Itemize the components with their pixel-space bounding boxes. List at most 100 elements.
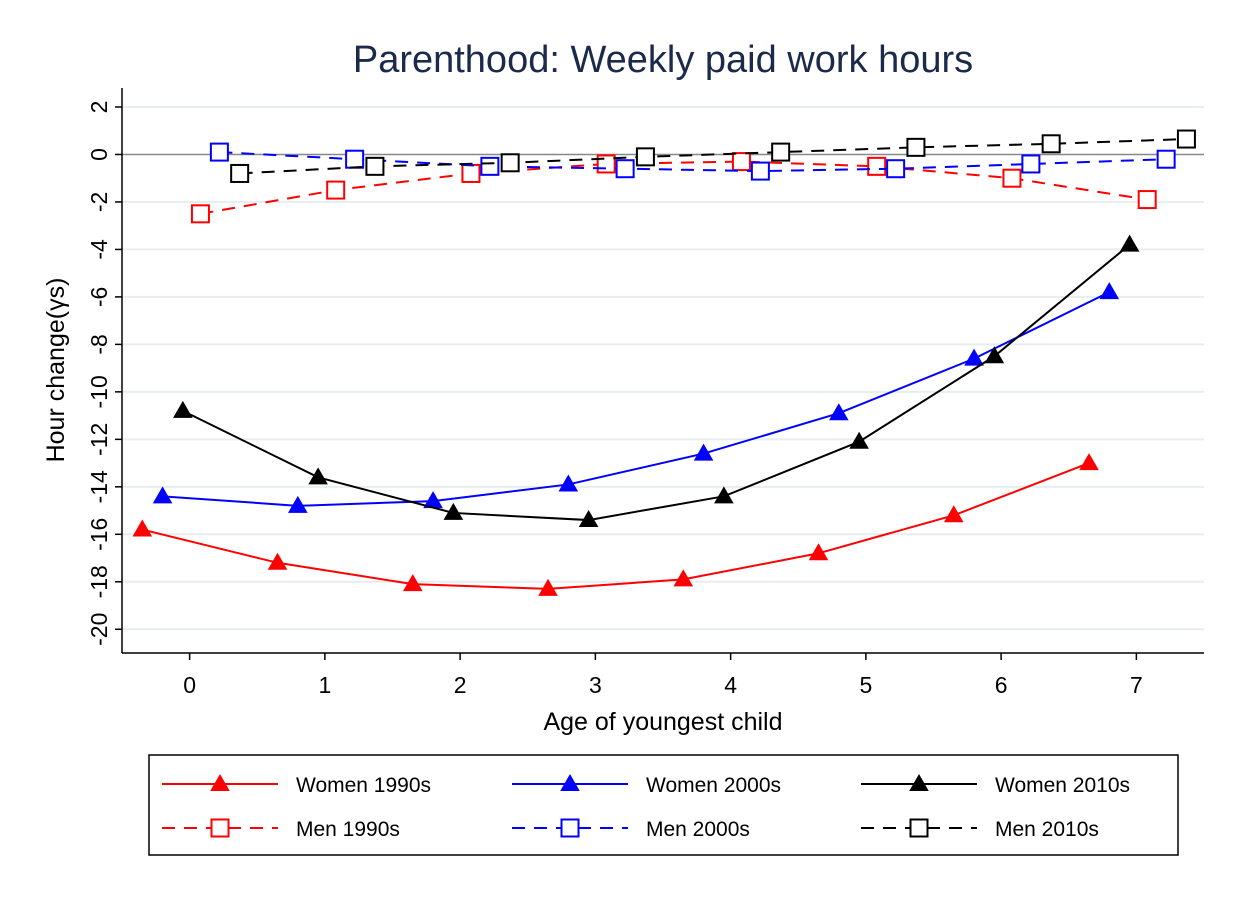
- data-point: [964, 348, 984, 366]
- series-men-1990s: [190, 152, 1157, 224]
- data-point: [480, 156, 500, 176]
- data-point: [1041, 134, 1061, 154]
- data-point: [190, 204, 210, 224]
- legend-marker: [909, 818, 929, 838]
- series-line: [142, 462, 1090, 590]
- legend-marker: [210, 774, 230, 791]
- y-tick-label: -8: [86, 334, 112, 354]
- x-tick-label: 2: [454, 672, 467, 698]
- data-point: [209, 142, 229, 162]
- y-tick-label: -14: [86, 470, 112, 503]
- y-tick-label: -6: [86, 287, 112, 307]
- y-tick-label: -2: [86, 192, 112, 212]
- data-point: [345, 149, 365, 169]
- legend-marker: [560, 818, 580, 838]
- y-axis-label: Hour change(γs): [42, 278, 70, 463]
- y-tick-label: -20: [86, 613, 112, 646]
- data-point: [267, 552, 288, 570]
- data-point: [906, 137, 926, 157]
- gridlines: [122, 105, 1204, 631]
- data-point: [1021, 154, 1041, 174]
- data-point: [1002, 168, 1022, 188]
- data-point: [808, 543, 829, 561]
- legend: Women 1990s Women 2000s Women 2010s Men 199…: [148, 754, 1179, 856]
- y-tick-label: -4: [86, 239, 112, 260]
- data-point: [693, 443, 714, 461]
- series-layer: [132, 129, 1196, 596]
- legend-item: Men 1990s: [162, 818, 400, 841]
- legend-box: [148, 754, 1179, 856]
- data-point: [152, 486, 173, 504]
- data-point: [558, 474, 579, 492]
- data-point: [771, 142, 791, 162]
- series-men-2010s: [230, 129, 1196, 183]
- data-point: [635, 147, 655, 167]
- data-point: [578, 510, 599, 528]
- series-line: [162, 291, 1110, 507]
- y-tick-label: -18: [86, 565, 112, 598]
- x-tick-label: 3: [589, 672, 602, 698]
- axes: 2 0 -2 -4 -6 -8 -10 -12 -14 -16 -18 -20 0 1 2 3 4 5 6 7: [86, 88, 1204, 698]
- legend-label: Men 2000s: [646, 818, 750, 841]
- data-point: [423, 491, 443, 509]
- data-point: [538, 578, 558, 596]
- x-tick-label: 1: [318, 672, 331, 698]
- legend-item: Women 2000s: [512, 774, 781, 797]
- y-tick-label: 2: [86, 101, 112, 114]
- legend-item: Men 2000s: [512, 818, 750, 841]
- x-tick-label: 6: [995, 672, 1008, 698]
- data-point: [1119, 234, 1140, 252]
- legend-label: Men 2010s: [995, 818, 1099, 841]
- series-line: [239, 138, 1187, 175]
- series-women-1990s: [132, 453, 1099, 596]
- series-line: [200, 160, 1148, 215]
- data-point: [1079, 453, 1099, 471]
- x-tick-label: 0: [183, 672, 196, 698]
- data-point: [461, 163, 481, 183]
- data-point: [173, 400, 193, 418]
- legend-marker: [560, 774, 580, 791]
- legend-marker: [210, 818, 230, 838]
- series-line: [182, 243, 1131, 522]
- data-point: [731, 152, 751, 172]
- y-tick-label: 0: [86, 148, 112, 161]
- data-point: [943, 505, 964, 523]
- data-point: [714, 486, 734, 504]
- data-point: [132, 519, 153, 537]
- data-point: [615, 159, 635, 179]
- legend-item: Women 2010s: [861, 774, 1130, 797]
- data-point: [365, 156, 385, 176]
- data-point: [1176, 129, 1196, 149]
- chart-title: Parenthood: Weekly paid work hours: [353, 39, 973, 81]
- data-point: [1099, 282, 1120, 300]
- x-tick-label: 7: [1130, 672, 1143, 698]
- y-tick-label: -16: [86, 518, 112, 551]
- data-point: [443, 502, 464, 520]
- legend-label: Women 2010s: [995, 774, 1130, 797]
- legend-label: Men 1990s: [296, 818, 400, 841]
- legend-item: Women 1990s: [162, 774, 431, 797]
- data-point: [829, 403, 849, 421]
- data-point: [288, 495, 308, 513]
- series-women-2010s: [173, 234, 1140, 528]
- data-point: [673, 569, 694, 587]
- data-point: [500, 153, 520, 173]
- y-tick-label: -10: [86, 375, 112, 408]
- data-point: [849, 431, 869, 449]
- x-tick-label: 5: [859, 672, 872, 698]
- x-tick-label: 4: [724, 672, 737, 698]
- data-point: [1137, 190, 1157, 210]
- data-point: [308, 467, 328, 485]
- data-point: [984, 346, 1005, 364]
- y-tick-label: -12: [86, 423, 112, 456]
- x-axis-label: Age of youngest child: [543, 708, 782, 736]
- legend-label: Women 1990s: [296, 774, 431, 797]
- data-point: [1156, 149, 1176, 169]
- data-point: [402, 574, 423, 592]
- data-point: [326, 180, 346, 200]
- data-point: [867, 156, 887, 176]
- legend-item: Men 2010s: [861, 818, 1099, 841]
- series-women-2000s: [152, 282, 1120, 513]
- legend-label: Women 2000s: [646, 774, 781, 797]
